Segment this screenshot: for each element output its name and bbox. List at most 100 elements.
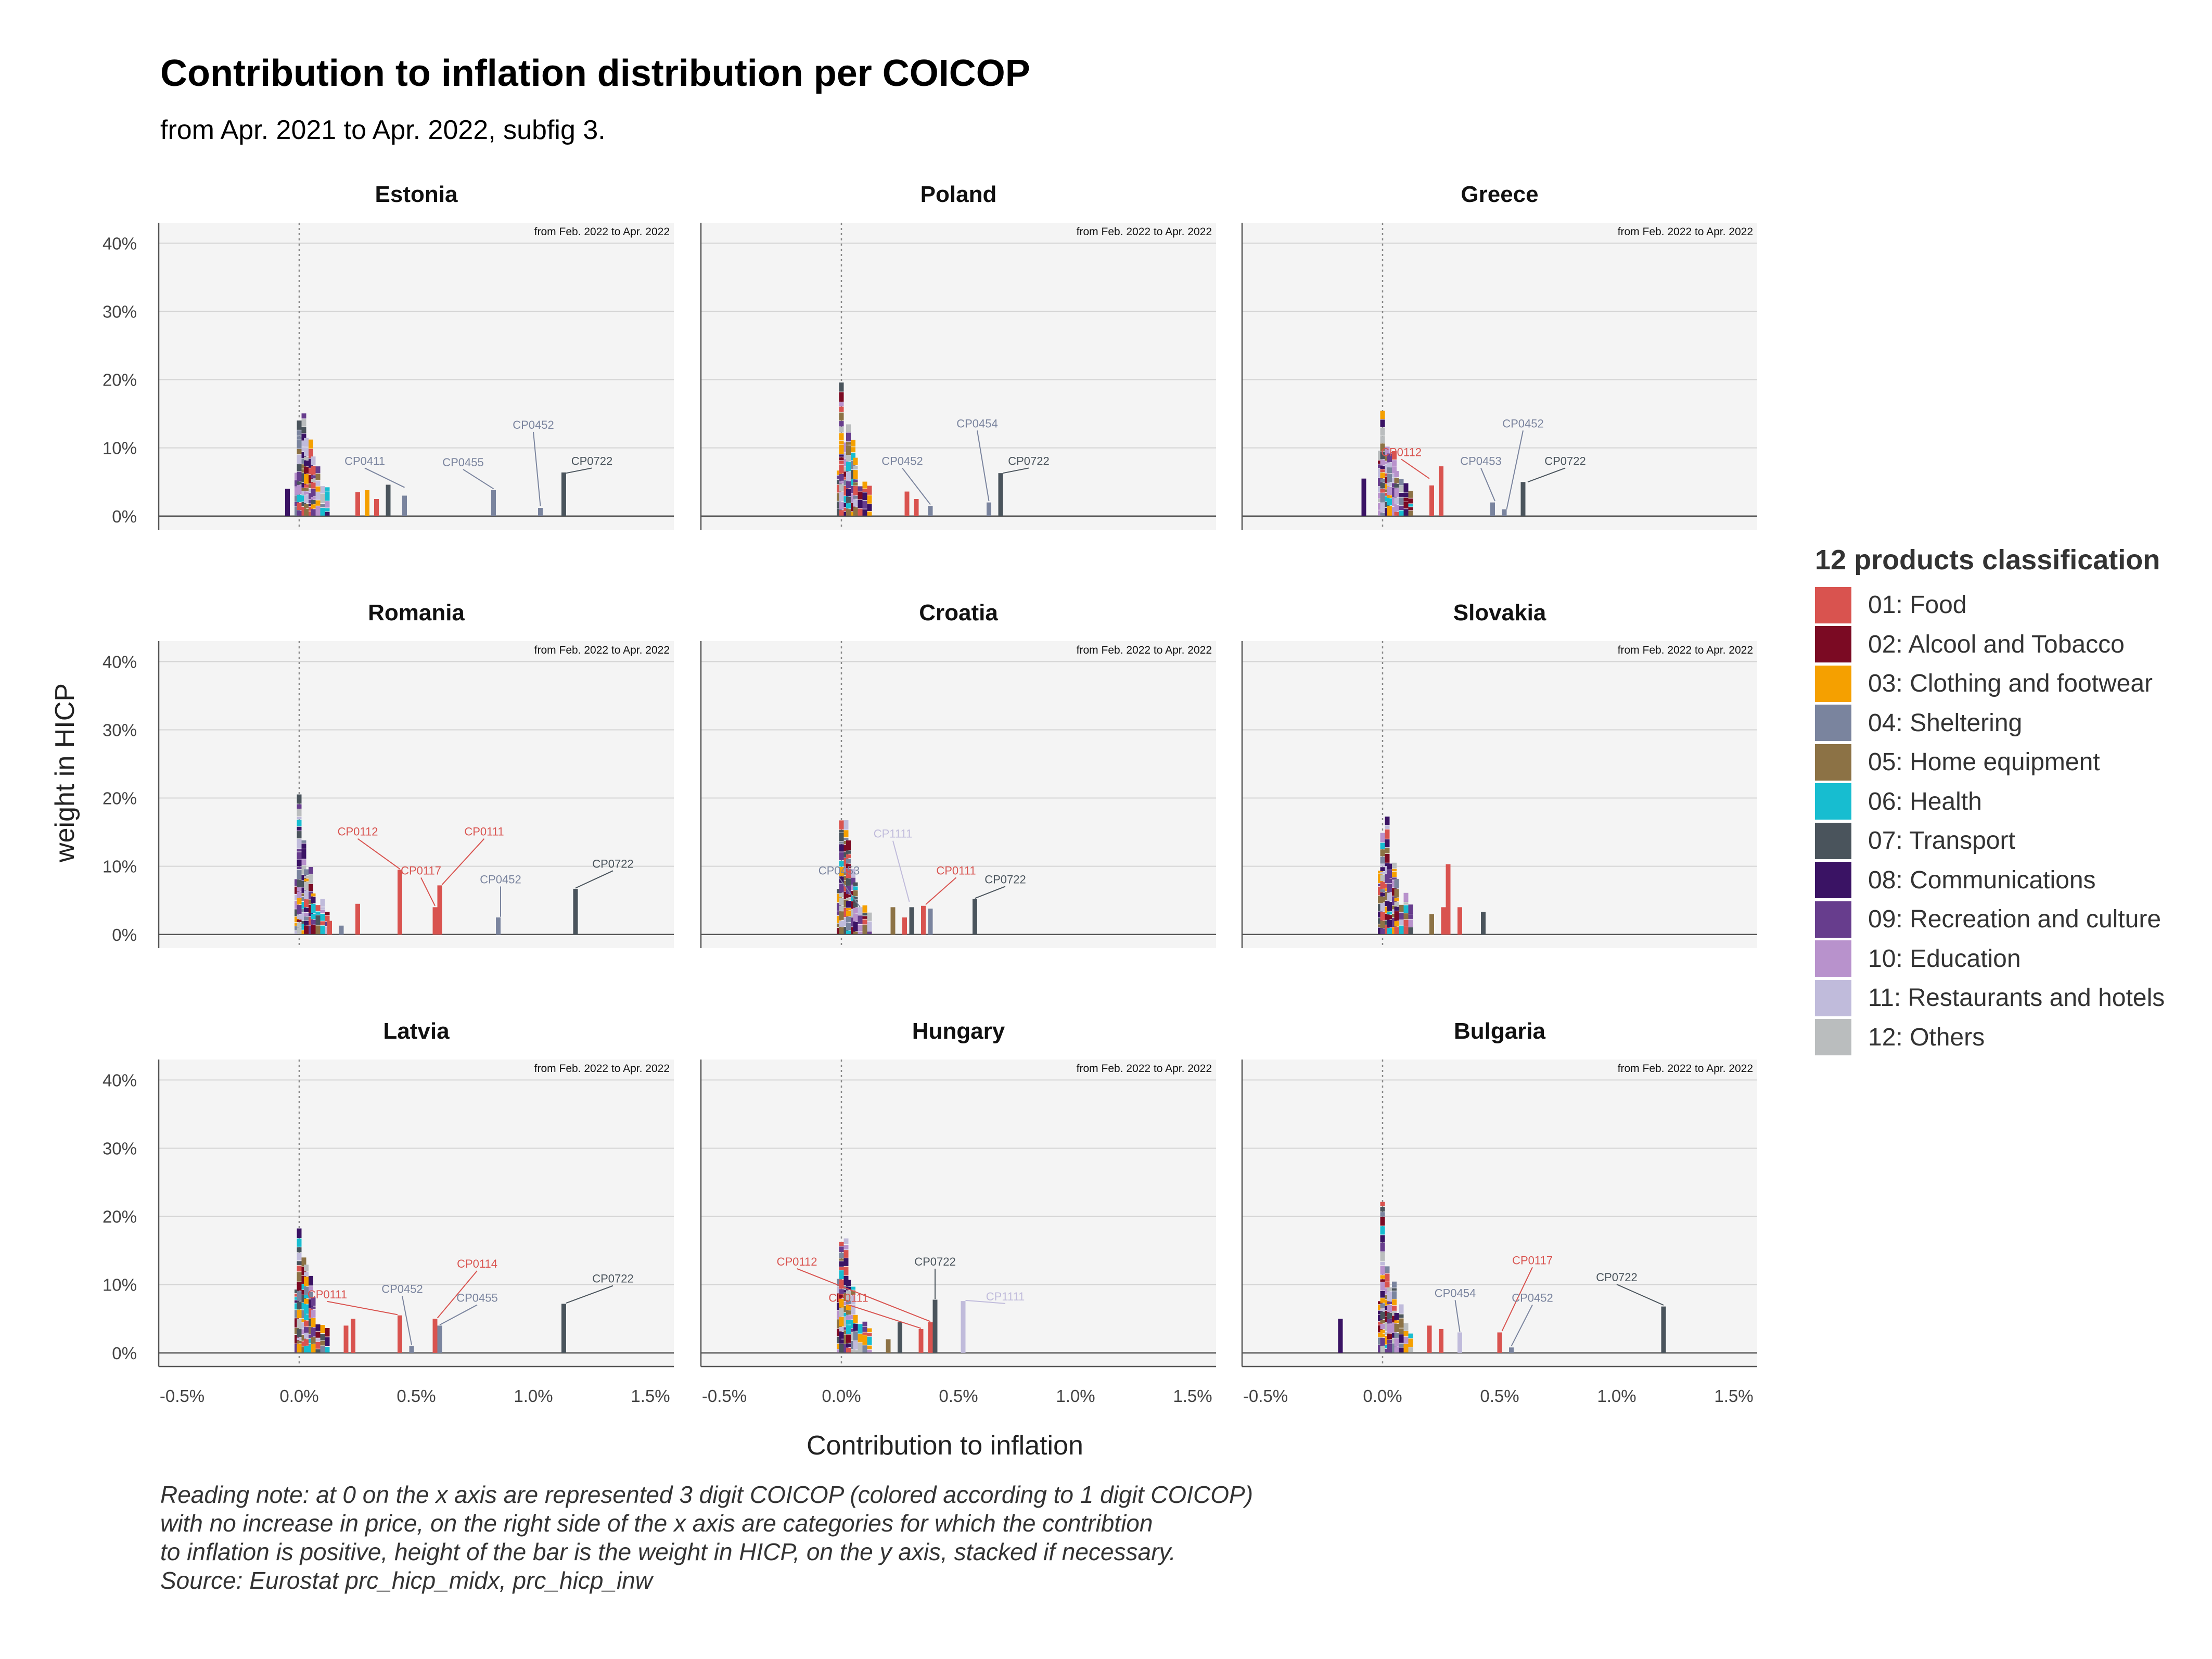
chart-bar-segment	[297, 794, 302, 804]
chart-bar-segment	[858, 491, 863, 500]
chart-bar-segment	[846, 854, 851, 858]
chart-bar-segment	[1394, 512, 1399, 516]
chart-bar-segment	[1399, 1328, 1404, 1334]
chart-bar-segment	[309, 866, 313, 874]
chart-bar-segment	[1387, 1339, 1392, 1344]
chart-bar-segment	[1399, 1304, 1404, 1314]
chart-bar-segment	[315, 480, 321, 486]
chart-bar-segment	[851, 1290, 855, 1295]
chart-bar	[886, 1339, 891, 1353]
chart-bar	[339, 925, 344, 935]
chart-bar-segment	[315, 911, 321, 915]
chart-bar-segment	[839, 444, 844, 454]
chart-bar-segment	[846, 503, 851, 509]
chart-bar-segment	[297, 1253, 302, 1261]
x-tick-label: 1.0%	[1056, 1386, 1095, 1406]
panel-note: from Feb. 2022 to Apr. 2022	[534, 644, 670, 656]
chart-bar-segment	[1380, 1212, 1385, 1217]
chart-bar-segment	[867, 912, 872, 921]
x-tick-label: 1.5%	[1173, 1386, 1212, 1406]
label-leader-line	[902, 467, 931, 505]
chart-bar-segment	[846, 1325, 851, 1334]
chart-bar-segment	[846, 1290, 851, 1300]
label-leader-line	[566, 467, 592, 474]
chart-bar-segment	[839, 841, 844, 844]
chart-bar-segment	[1380, 443, 1385, 451]
panel-note: from Feb. 2022 to Apr. 2022	[1618, 1063, 1753, 1075]
chart-bar-segment	[304, 474, 309, 484]
chart-bar-segment	[867, 1349, 872, 1352]
chart-bar-segment	[304, 1272, 309, 1277]
chart-bar-segment	[846, 911, 851, 916]
chart-bar-segment	[1403, 913, 1409, 920]
chart-bar-segment	[853, 902, 858, 908]
chart-bar-segment	[1408, 498, 1413, 504]
chart-bar-segment	[304, 1346, 309, 1352]
chart-bar-segment	[839, 876, 844, 883]
chart-bar-segment	[839, 1279, 844, 1289]
chart-bar-segment	[1392, 1288, 1397, 1291]
chart-bar-segment	[846, 489, 851, 496]
chart-bar-segment	[304, 1265, 309, 1272]
panel-background	[159, 641, 674, 948]
chart-bar-segment	[867, 1333, 872, 1336]
label-leader-line	[1616, 1284, 1664, 1306]
chart-bar-segment	[1380, 1337, 1385, 1346]
chart-bar-segment	[1392, 862, 1397, 869]
chart-bar	[1502, 509, 1507, 516]
panel-background	[159, 223, 674, 530]
legend-item: 10: Education	[1815, 939, 2165, 979]
label-leader-line	[1401, 458, 1430, 479]
bar-label: CP0452	[1512, 1291, 1553, 1304]
legend-label: 10: Education	[1868, 945, 2021, 973]
legend-label: 08: Communications	[1868, 866, 2096, 894]
chart-bar-segment	[297, 481, 302, 485]
chart-bar-segment	[1392, 460, 1397, 466]
bar-label: CP0112	[338, 825, 378, 838]
label-leader-line	[965, 1299, 1006, 1304]
facet-panel: Greece from Feb. 2022 to Apr. 2022 CP0112 C…	[1241, 182, 1757, 530]
chart-bar-segment	[1387, 467, 1392, 474]
chart-bar-segment	[1408, 511, 1413, 516]
chart-bar-segment	[1408, 491, 1413, 498]
chart-bar-segment	[846, 1315, 851, 1320]
chart-bar-segment	[1394, 911, 1399, 921]
facet-title: Poland	[920, 182, 997, 207]
chart-bar-segment	[846, 869, 851, 878]
chart-bar-segment	[1380, 1202, 1385, 1207]
x-tick-label: 0.5%	[397, 1386, 436, 1406]
chart-bar-segment	[846, 858, 851, 864]
x-tick-label: 1.5%	[631, 1386, 670, 1406]
chart-bar-segment	[1394, 1320, 1399, 1323]
legend-item: 08: Communications	[1815, 861, 2165, 900]
chart-bar-segment	[297, 1261, 302, 1265]
facet-panel: Croatia from Feb. 2022 to Apr. 2022 CP0453…	[700, 600, 1216, 948]
chart-bar-segment	[315, 1342, 321, 1349]
chart-bar-segment	[1403, 509, 1409, 516]
chart-bar-segment	[1403, 920, 1409, 926]
chart-bar-segment	[320, 907, 325, 910]
chart-bar	[1338, 1319, 1343, 1353]
chart-bar-segment	[301, 843, 306, 849]
chart-bar-segment	[304, 495, 309, 504]
chart-bar	[409, 1346, 414, 1353]
panel-note: from Feb. 2022 to Apr. 2022	[1618, 226, 1753, 238]
chart-bar-segment	[1387, 892, 1392, 901]
bar-label: CP0111	[308, 1288, 347, 1301]
chart-bar-segment	[1385, 829, 1390, 839]
chart-bar-segment	[846, 1300, 851, 1305]
chart-bar-segment	[304, 484, 309, 488]
label-leader-line	[1480, 468, 1495, 502]
chart-bar-segment	[1394, 1338, 1399, 1347]
chart-bar-segment	[1399, 510, 1404, 516]
chart-bar-segment	[1380, 1319, 1385, 1324]
chart-bar	[343, 1325, 349, 1353]
bar-label: CP0722	[592, 1272, 634, 1285]
chart-bar-segment	[839, 852, 844, 860]
chart-bar-segment	[311, 456, 316, 466]
chart-bar-segment	[297, 820, 302, 826]
chart-bar-segment	[297, 870, 302, 879]
chart-bar	[1441, 907, 1446, 935]
chart-bar-segment	[862, 481, 867, 489]
